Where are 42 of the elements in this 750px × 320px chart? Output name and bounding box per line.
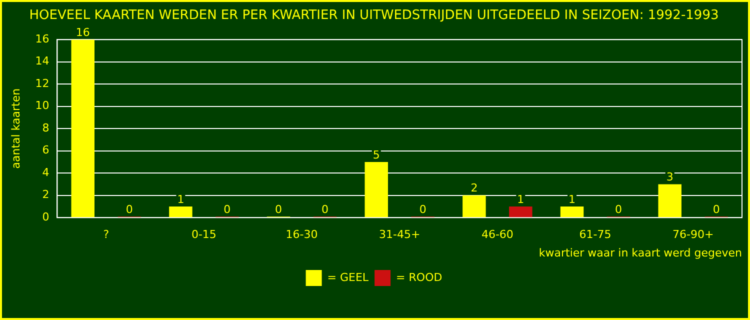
data-label: 2 (470, 182, 478, 195)
data-label: 0 (419, 202, 426, 216)
data-label: 0 (275, 202, 282, 216)
bar (169, 206, 192, 218)
x-tick-label: 46-60 (481, 228, 514, 242)
y-tick-label: 2 (42, 188, 50, 202)
data-label: 0 (224, 202, 231, 216)
x-tick-label: 0-15 (191, 228, 216, 242)
y-tick-label: 4 (42, 166, 50, 179)
legend-label: = GEEL (327, 270, 370, 284)
data-label: 5 (372, 148, 380, 162)
data-label: 1 (517, 192, 524, 206)
legend-label: = ROOD (396, 270, 442, 284)
data-label: 0 (126, 202, 133, 216)
bar (364, 162, 388, 218)
data-label: 3 (666, 170, 674, 184)
chart-title: HOEVEEL KAARTEN WERDEN ER PER KWARTIER IN UITWEDSTRIJDEN UITGEDEELD IN SEIZOEN: 1992-1993 (29, 8, 719, 24)
data-label: 1 (568, 192, 576, 206)
bar (462, 195, 486, 218)
y-tick-label: 6 (42, 144, 50, 157)
y-tick-label: 14 (35, 54, 50, 68)
y-tick-label: 12 (35, 76, 50, 90)
data-label: 16 (76, 26, 90, 39)
data-label: 0 (322, 202, 329, 216)
x-tick-label: 16-30 (286, 228, 318, 242)
y-tick-label: 0 (42, 210, 50, 224)
bar (560, 206, 584, 218)
x-tick-label: 76-90+ (672, 228, 714, 242)
y-tick-label: 8 (42, 121, 50, 134)
y-tick-label: 16 (35, 32, 50, 46)
x-tick-label: 61-75 (579, 228, 612, 242)
data-label: 1 (177, 192, 184, 206)
bar (658, 184, 682, 218)
y-tick-label: 10 (35, 99, 50, 112)
x-axis-title: kwartier waar in kaart werd gegeven (538, 246, 742, 260)
data-label: 0 (614, 202, 622, 216)
bar (509, 206, 532, 218)
data-label: 0 (712, 202, 720, 216)
bar (71, 40, 94, 218)
x-tick-label: 31-45+ (379, 228, 420, 242)
x-tick-label: ? (103, 228, 110, 242)
y-axis-title: aantal kaarten (9, 88, 22, 169)
